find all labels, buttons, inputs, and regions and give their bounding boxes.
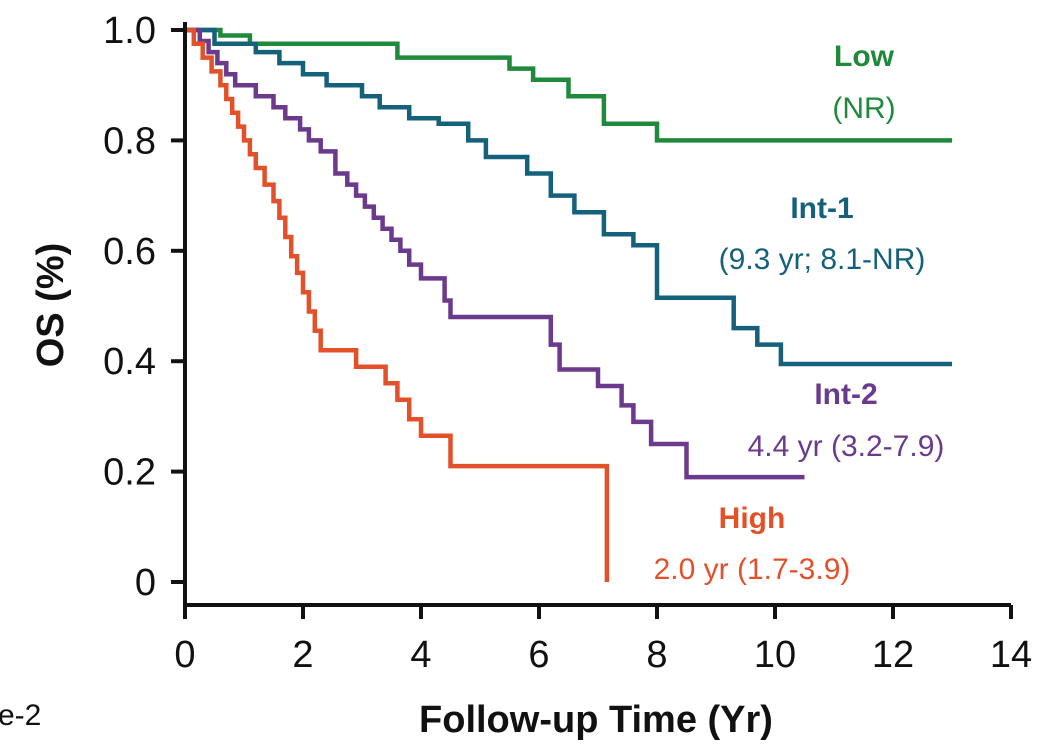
series-label-low: Low xyxy=(834,40,895,73)
series-line-high xyxy=(185,27,610,582)
series-median-int-1: (9.3 yr; 8.1-NR) xyxy=(719,243,926,276)
axes-layer xyxy=(183,22,1011,607)
figure-fragment-text: e-2 xyxy=(0,699,41,732)
series-median-high: 2.0 yr (1.7-3.9) xyxy=(654,553,851,586)
y-tick-label: 0.8 xyxy=(103,120,156,162)
y-tick-label: 1.0 xyxy=(103,10,156,52)
labels-layer: OS (%) Follow-up Time (Yr) e-2 xyxy=(0,243,773,741)
series-median-low: (NR) xyxy=(832,92,895,125)
y-tick-label: 0.2 xyxy=(103,452,156,494)
x-tick-label: 0 xyxy=(174,634,195,676)
x-tick-label: 10 xyxy=(754,634,796,676)
series-median-int-2: 4.4 yr (3.2-7.9) xyxy=(748,430,945,463)
series-line-low xyxy=(185,27,952,143)
x-tick-label: 14 xyxy=(990,634,1032,676)
series-line-int-2 xyxy=(185,27,805,480)
series-label-int-1: Int-1 xyxy=(790,192,853,225)
ticks-layer: 0 0.2 0.4 0.6 0.8 1.0 0 2 4 6 8 10 12 14 xyxy=(103,10,1032,676)
x-tick-label: 4 xyxy=(410,634,431,676)
y-axis-title: OS (%) xyxy=(30,243,72,368)
y-tick-label: 0.4 xyxy=(103,341,156,383)
x-axis-title: Follow-up Time (Yr) xyxy=(419,699,773,741)
x-tick-label: 12 xyxy=(872,634,914,676)
series-annotations: Low (NR) Int-1 (9.3 yr; 8.1-NR) Int-2 4.4 yr … xyxy=(654,40,945,586)
x-tick-label: 6 xyxy=(528,634,549,676)
x-tick-label: 8 xyxy=(646,634,667,676)
x-tick-label: 2 xyxy=(292,634,313,676)
series-line-int-1 xyxy=(185,27,952,367)
series-label-high: High xyxy=(719,502,786,535)
series-layer xyxy=(185,27,952,582)
y-tick-label: 0 xyxy=(135,562,156,604)
series-label-int-2: Int-2 xyxy=(814,378,877,411)
y-tick-label: 0.6 xyxy=(103,231,156,273)
